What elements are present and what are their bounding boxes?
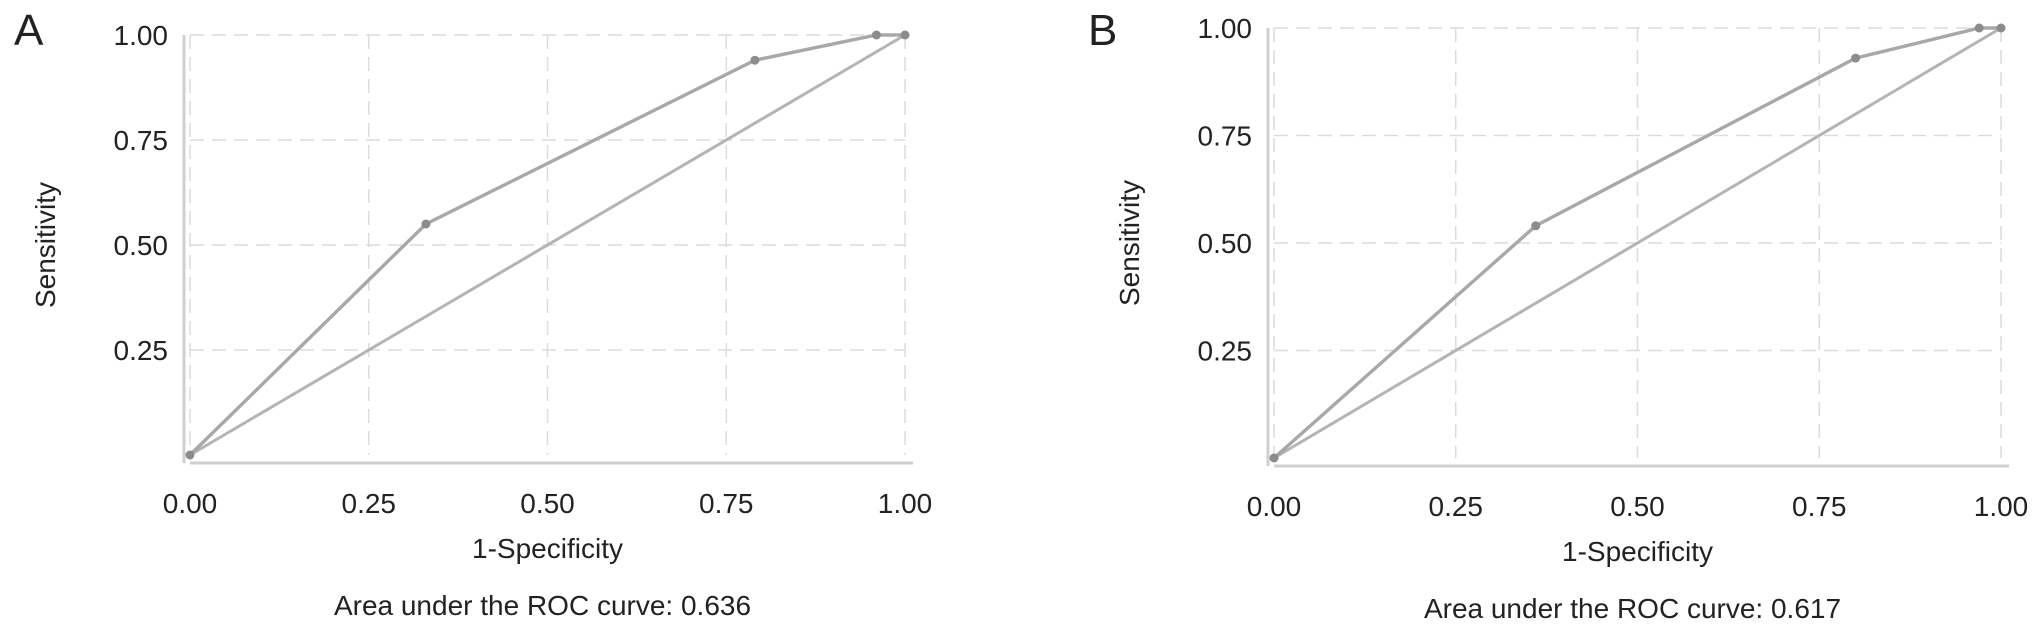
y-tick-label: 1.00 (114, 20, 169, 51)
reference-diagonal-line (1273, 26, 2002, 460)
y-axis-title: Sensitivity (1114, 180, 1145, 306)
reference-diagonal-line (189, 33, 906, 457)
roc-point (871, 30, 881, 40)
x-tick-label: 1.00 (878, 488, 933, 519)
auc-caption: Area under the ROC curve: 0.617 (1424, 593, 1841, 624)
panel-letter-a: A (14, 6, 44, 55)
roc-point (900, 30, 910, 40)
y-axis-title: Sensitivity (30, 182, 61, 308)
roc-point (1531, 221, 1541, 231)
auc-caption: Area under the ROC curve: 0.636 (334, 590, 751, 621)
y-tick-label: 1.00 (1198, 13, 1253, 44)
y-tick-label: 0.25 (1198, 336, 1253, 367)
x-tick-label: 0.75 (1792, 491, 1847, 522)
x-tick-label: 1.00 (1974, 491, 2029, 522)
roc-point (421, 219, 431, 229)
x-tick-label: 0.00 (1247, 491, 1302, 522)
y-tick-label: 0.50 (1198, 228, 1253, 259)
x-tick-label: 0.00 (163, 488, 218, 519)
x-tick-label: 0.50 (520, 488, 575, 519)
x-axis-title: 1-Specificity (1562, 536, 1713, 567)
roc-panel-b: B 0.00 0.25 0.50 0.75 1.00 0.25 0.50 0.75 1.00 1-… (1016, 0, 2032, 624)
roc-point (1851, 53, 1861, 63)
y-tick-label: 0.50 (114, 230, 169, 261)
roc-point (1269, 453, 1279, 463)
roc-panel-a: A 0.00 0.25 0.50 0.75 1.00 0.25 0.50 0.75 1.00 1-… (14, 6, 933, 621)
x-tick-label: 0.50 (1610, 491, 1665, 522)
y-tick-label: 0.25 (114, 335, 169, 366)
roc-point (185, 450, 195, 460)
roc-point (750, 55, 760, 65)
roc-point (1974, 23, 1984, 33)
x-tick-label: 0.25 (1429, 491, 1484, 522)
roc-point (1996, 23, 2006, 33)
panel-letter-b: B (1088, 6, 1118, 55)
gridlines (1273, 27, 2002, 458)
x-axis-title: 1-Specificity (472, 533, 623, 564)
y-tick-label: 0.75 (114, 125, 169, 156)
roc-chart-b: 0.00 0.25 0.50 0.75 1.00 0.25 0.50 0.75 1.00 1-Sp… (1114, 13, 2029, 624)
roc-chart-a: 0.00 0.25 0.50 0.75 1.00 0.25 0.50 0.75 1.00 1-Sp… (30, 20, 933, 621)
x-tick-label: 0.75 (699, 488, 754, 519)
x-tick-label: 0.25 (342, 488, 397, 519)
y-tick-label: 0.75 (1198, 121, 1253, 152)
gridlines (189, 34, 906, 455)
